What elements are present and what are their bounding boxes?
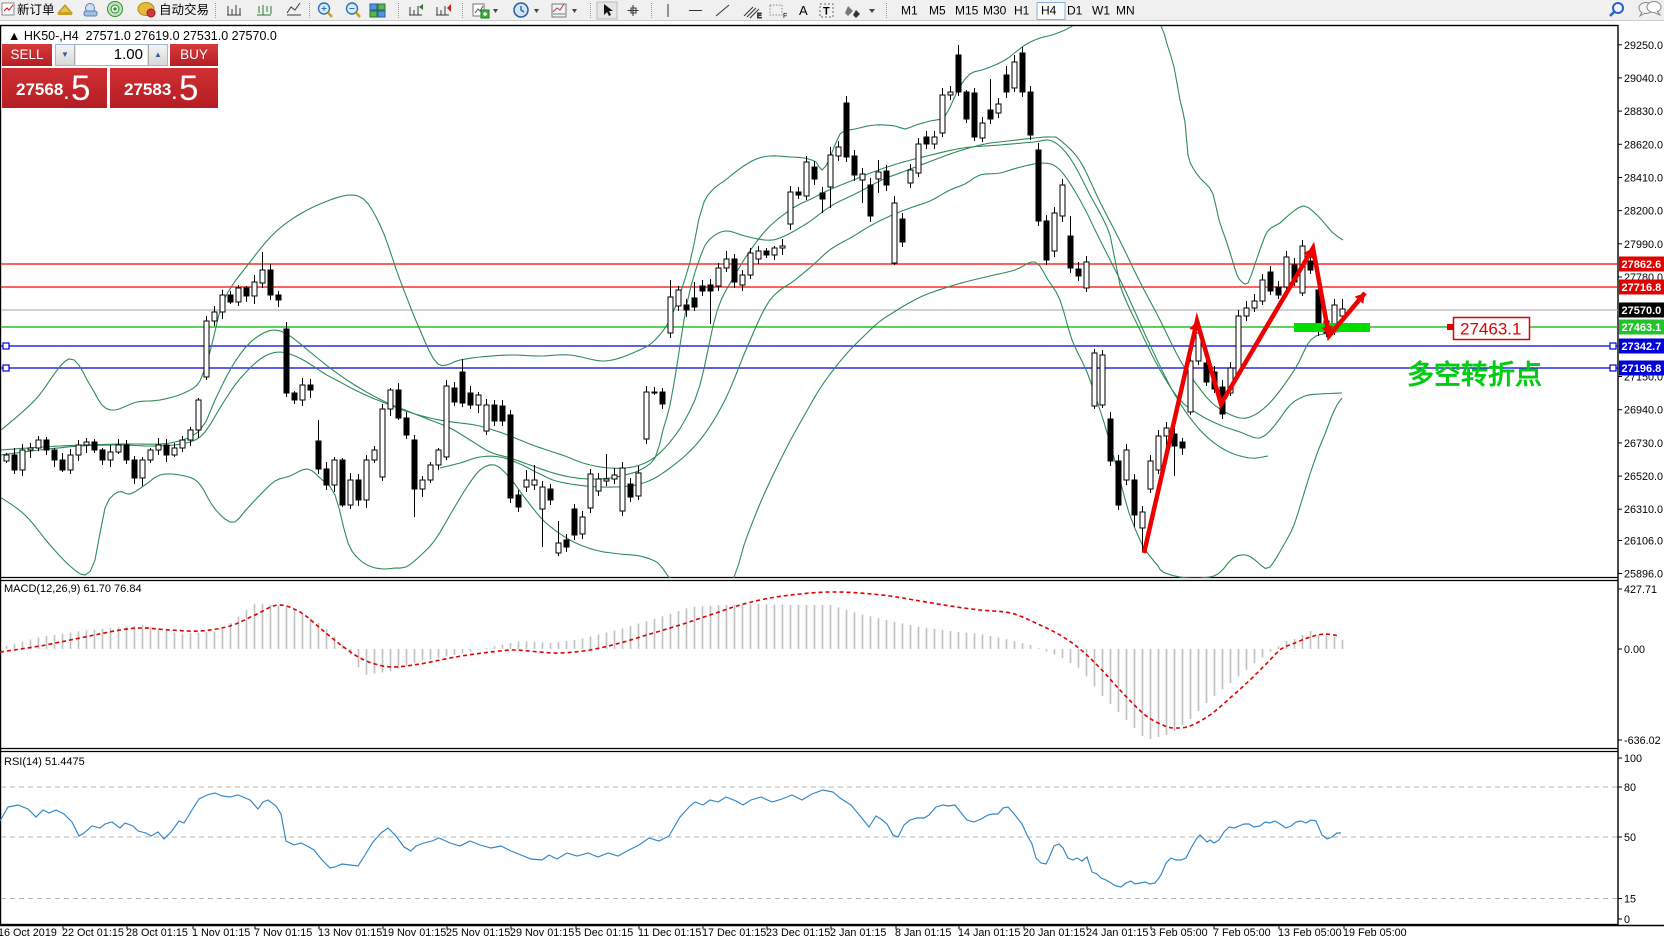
svg-text:26940.0: 26940.0 xyxy=(1624,405,1663,417)
svg-text:27716.8: 27716.8 xyxy=(1622,282,1662,294)
svg-text:19 Nov 01:15: 19 Nov 01:15 xyxy=(382,927,446,938)
svg-text:-636.02: -636.02 xyxy=(1624,735,1661,747)
svg-text:H1: H1 xyxy=(1014,4,1030,18)
svg-text:M1: M1 xyxy=(901,4,918,18)
svg-text:25896.0: 25896.0 xyxy=(1624,569,1663,581)
svg-text:100: 100 xyxy=(1624,753,1642,765)
svg-text:29250.0: 29250.0 xyxy=(1624,40,1663,52)
svg-text:20 Jan 01:15: 20 Jan 01:15 xyxy=(1023,927,1085,938)
svg-text:28200.0: 28200.0 xyxy=(1624,206,1663,218)
svg-text:25 Nov 01:15: 25 Nov 01:15 xyxy=(446,927,510,938)
svg-text:E: E xyxy=(757,13,762,20)
svg-text:27342.7: 27342.7 xyxy=(1622,341,1662,353)
svg-text:H4: H4 xyxy=(1041,4,1057,18)
svg-text:27862.6: 27862.6 xyxy=(1622,259,1662,271)
svg-text:13 Feb 05:00: 13 Feb 05:00 xyxy=(1278,927,1342,938)
svg-text:27463.1: 27463.1 xyxy=(1460,320,1521,339)
svg-text:26730.0: 26730.0 xyxy=(1624,438,1663,450)
svg-text:27463.1: 27463.1 xyxy=(1622,322,1662,334)
svg-text:7 Feb 05:00: 7 Feb 05:00 xyxy=(1213,927,1271,938)
svg-text:D1: D1 xyxy=(1067,4,1083,18)
svg-text:15: 15 xyxy=(1624,894,1636,906)
svg-text:27990.0: 27990.0 xyxy=(1624,239,1663,251)
svg-text:24 Jan 01:15: 24 Jan 01:15 xyxy=(1086,927,1148,938)
svg-text:多空转折点: 多空转折点 xyxy=(1407,359,1542,390)
svg-text:26106.0: 26106.0 xyxy=(1624,536,1663,548)
svg-text:1 Nov 01:15: 1 Nov 01:15 xyxy=(192,927,250,938)
svg-text:26520.0: 26520.0 xyxy=(1624,471,1663,483)
svg-text:50: 50 xyxy=(1624,832,1636,844)
svg-text:W1: W1 xyxy=(1092,4,1110,18)
svg-text:新订单: 新订单 xyxy=(17,2,55,17)
svg-text:7 Nov 01:15: 7 Nov 01:15 xyxy=(254,927,312,938)
svg-text:14 Jan 01:15: 14 Jan 01:15 xyxy=(958,927,1020,938)
svg-text:M30: M30 xyxy=(983,4,1007,18)
svg-text:MN: MN xyxy=(1116,4,1135,18)
svg-text:427.71: 427.71 xyxy=(1624,584,1657,596)
svg-text:28830.0: 28830.0 xyxy=(1624,106,1663,118)
svg-text:A: A xyxy=(799,3,808,18)
svg-text:2 Jan 01:15: 2 Jan 01:15 xyxy=(830,927,886,938)
svg-text:0: 0 xyxy=(1624,914,1630,926)
svg-text:28410.0: 28410.0 xyxy=(1624,173,1663,185)
svg-text:17 Dec 01:15: 17 Dec 01:15 xyxy=(702,927,766,938)
svg-text:28 Oct 01:15: 28 Oct 01:15 xyxy=(126,927,188,938)
svg-text:8 Jan 01:15: 8 Jan 01:15 xyxy=(895,927,951,938)
svg-text:11 Dec 01:15: 11 Dec 01:15 xyxy=(638,927,701,938)
svg-text:23 Dec 01:15: 23 Dec 01:15 xyxy=(766,927,830,938)
svg-text:3 Feb 05:00: 3 Feb 05:00 xyxy=(1150,927,1208,938)
svg-text:T: T xyxy=(823,6,830,18)
svg-text:19 Feb 05:00: 19 Feb 05:00 xyxy=(1343,927,1407,938)
svg-text:27196.8: 27196.8 xyxy=(1622,363,1662,375)
svg-text:27570.0: 27570.0 xyxy=(1622,305,1662,317)
svg-text:26310.0: 26310.0 xyxy=(1624,504,1663,516)
svg-text:RSI(14) 51.4475: RSI(14) 51.4475 xyxy=(4,756,85,768)
svg-text:22 Oct 01:15: 22 Oct 01:15 xyxy=(62,927,124,938)
svg-text:28620.0: 28620.0 xyxy=(1624,139,1663,151)
svg-text:13 Nov 01:15: 13 Nov 01:15 xyxy=(318,927,382,938)
svg-text:29 Nov 01:15: 29 Nov 01:15 xyxy=(510,927,574,938)
svg-text:80: 80 xyxy=(1624,782,1636,794)
svg-text:16 Oct 2019: 16 Oct 2019 xyxy=(0,927,57,938)
svg-text:MACD(12,26,9) 61.70 76.84: MACD(12,26,9) 61.70 76.84 xyxy=(4,583,142,595)
svg-text:5 Dec 01:15: 5 Dec 01:15 xyxy=(575,927,633,938)
svg-text:自动交易: 自动交易 xyxy=(159,2,209,17)
svg-text:M15: M15 xyxy=(955,4,979,18)
svg-text:29040.0: 29040.0 xyxy=(1624,73,1663,85)
svg-text:0.00: 0.00 xyxy=(1624,644,1645,656)
svg-text:M5: M5 xyxy=(929,4,946,18)
svg-text:F: F xyxy=(783,13,787,20)
